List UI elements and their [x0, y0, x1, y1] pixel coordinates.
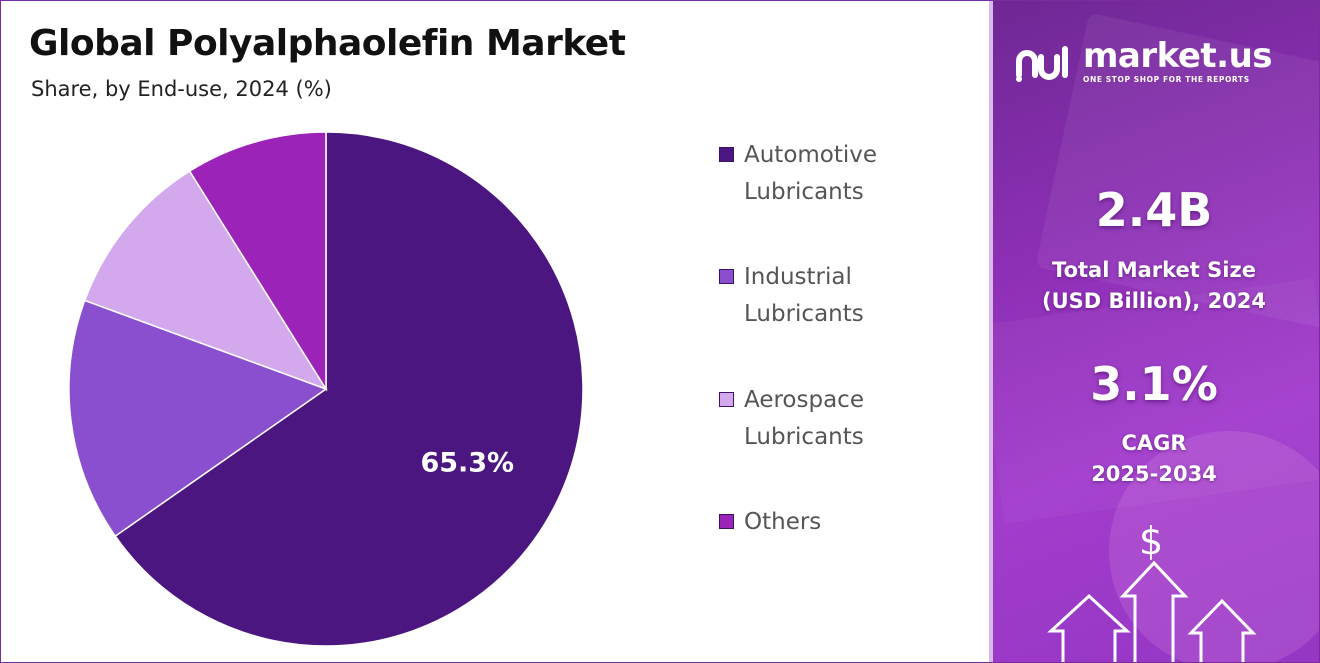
chart-title: Global Polyalphaolefin Market — [29, 23, 626, 64]
legend-label: Industrial Lubricants — [744, 264, 864, 327]
legend-swatch — [719, 147, 734, 162]
up-arrow-icon — [1187, 598, 1257, 662]
up-arrow-icon — [1047, 593, 1131, 662]
legend-item-others: Others — [719, 504, 959, 541]
legend-label: Others — [744, 509, 822, 535]
legend-item-automotive: Automotive Lubricants — [719, 137, 959, 211]
background-decoration — [1109, 431, 1319, 662]
legend-swatch — [719, 392, 734, 407]
pie-chart: 65.3% — [68, 131, 584, 647]
up-arrow-icon — [1119, 560, 1189, 662]
summary-sidebar: market.us ONE STOP SHOP FOR THE REPORTS … — [989, 1, 1319, 662]
legend-swatch — [719, 269, 734, 284]
dollar-icon: $ — [1139, 519, 1164, 563]
market-size-value: 2.4B — [1095, 183, 1213, 237]
legend-item-aerospace: Aerospace Lubricants — [719, 382, 959, 456]
legend-label: Aerospace Lubricants — [744, 387, 864, 450]
pie-slice-automotive-lubricants — [114, 131, 584, 647]
pie-data-label: 65.3% — [420, 448, 514, 479]
cagr-value: 3.1% — [1090, 357, 1218, 411]
market-size-label: Total Market Size (USD Billion), 2024 — [1041, 258, 1267, 313]
legend-item-industrial: Industrial Lubricants — [719, 259, 959, 333]
market-us-logo-icon — [1016, 45, 1068, 82]
pie-slice-aerospace-lubricants — [83, 170, 328, 391]
pie-slice-industrial-lubricants — [68, 299, 328, 538]
brand-tagline: ONE STOP SHOP FOR THE REPORTS — [1083, 75, 1250, 84]
legend-label: Automotive Lubricants — [744, 142, 878, 205]
legend-swatch — [719, 514, 734, 529]
brand-logo: market.us ONE STOP SHOP FOR THE REPORTS — [1013, 36, 1273, 84]
chart-panel: Global Polyalphaolefin Market Share, by … — [1, 1, 989, 662]
cagr-label: CAGR 2025-2034 — [1091, 431, 1217, 486]
brand-name: market.us — [1083, 36, 1273, 76]
growth-arrows — [1047, 560, 1257, 662]
pie-slice-others — [188, 131, 327, 392]
chart-subtitle: Share, by End-use, 2024 (%) — [31, 77, 332, 101]
